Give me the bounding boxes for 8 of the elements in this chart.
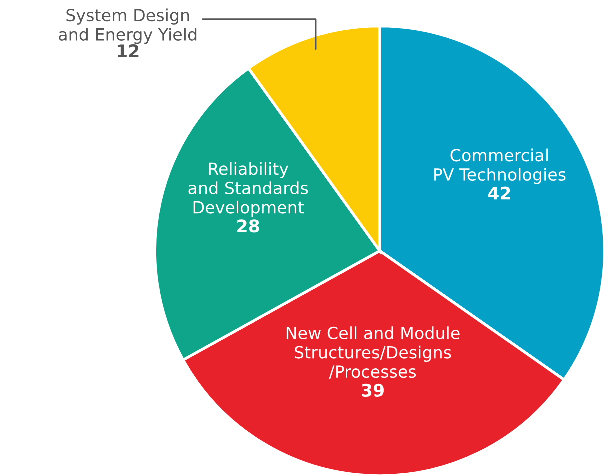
slice-label: System Design and Energy Yield [59, 8, 197, 44]
slice-label: Reliability and Standards Development [188, 162, 308, 218]
data-label: 12 [118, 44, 139, 58]
slice-label: Commercial PV Technologies [434, 148, 566, 184]
data-label: 28 [238, 220, 260, 233]
data-label: 39 [362, 384, 384, 398]
slice-label: New Cell and Module Structures/Designs /Processes [286, 326, 460, 380]
data-label: 42 [488, 186, 510, 200]
